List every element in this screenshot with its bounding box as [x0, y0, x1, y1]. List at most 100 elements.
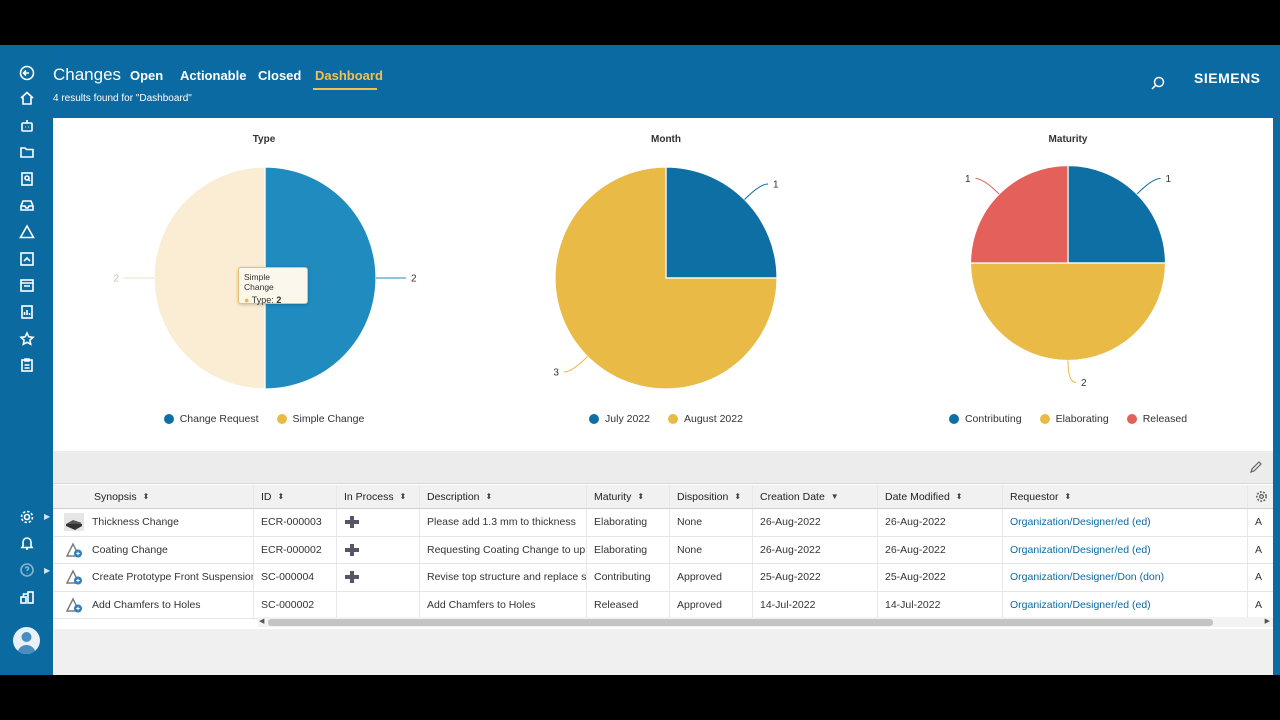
- workflow-process-icon[interactable]: [345, 516, 359, 529]
- maturity-pie-chart[interactable]: 1 2 1: [867, 118, 1269, 408]
- table-row[interactable]: Create Prototype Front Suspension SC-0000…: [53, 564, 1273, 592]
- bell-icon[interactable]: [17, 533, 37, 553]
- legend-item-simple-change[interactable]: Simple Change: [276, 413, 364, 425]
- legend-item-elaborating[interactable]: Elaborating: [1039, 413, 1109, 425]
- id-text: ECR-000003: [261, 516, 322, 529]
- pie-slice-july-2022[interactable]: [665, 166, 778, 279]
- maturity-text: Released: [594, 598, 639, 611]
- sort-icon[interactable]: ⬍: [485, 492, 493, 501]
- tab-closed[interactable]: Closed: [258, 68, 302, 83]
- edit-icon[interactable]: [1249, 460, 1263, 474]
- part-icon: [64, 513, 92, 532]
- clipboard-icon[interactable]: [17, 355, 37, 375]
- search-icon[interactable]: [1150, 75, 1166, 91]
- data-label-connector: [1067, 360, 1077, 383]
- column-header-id[interactable]: ID ⬍: [254, 485, 337, 508]
- legend-item-change-request[interactable]: Change Request: [163, 413, 259, 425]
- table-row[interactable]: Thickness Change ECR-000003 Please add 1.3…: [53, 509, 1273, 537]
- search-doc-icon[interactable]: [17, 169, 37, 189]
- requestor-cell[interactable]: Organization/Designer/Don (don): [1003, 564, 1248, 591]
- scrollbar-thumb[interactable]: [268, 619, 1213, 626]
- disposition-text: None: [677, 516, 703, 529]
- column-header-disposition[interactable]: Disposition ⬍: [670, 485, 753, 508]
- sort-icon[interactable]: ⬍: [399, 492, 407, 501]
- report-icon[interactable]: [17, 249, 37, 269]
- data-label: 2: [411, 274, 417, 285]
- column-header-in-process[interactable]: In Process ⬍: [337, 485, 420, 508]
- requestor-text[interactable]: Organization/Designer/ed (ed): [1010, 598, 1151, 611]
- column-header-date-modified[interactable]: Date Modified ⬍: [878, 485, 1003, 508]
- sort-icon[interactable]: ⬍: [277, 492, 285, 501]
- data-label: 1: [773, 179, 779, 190]
- tooltip-value: 2: [276, 295, 282, 305]
- type-pie-chart[interactable]: 22: [63, 118, 465, 408]
- tray-icon[interactable]: [17, 195, 37, 215]
- scroll-left-icon[interactable]: ◀: [259, 618, 265, 625]
- sort-icon[interactable]: ▼: [830, 492, 839, 501]
- description-cell: Please add 1.3 mm to thickness: [420, 509, 587, 536]
- sort-icon[interactable]: ⬍: [1064, 492, 1072, 501]
- back-icon[interactable]: [17, 63, 37, 83]
- avatar[interactable]: [13, 627, 40, 654]
- creation-date-cell: 25-Aug-2022: [753, 564, 878, 591]
- sort-icon[interactable]: ⬍: [955, 492, 963, 501]
- legend-item-august-2022[interactable]: August 2022: [667, 413, 743, 425]
- pie-slice-released[interactable]: [969, 164, 1069, 264]
- tab-dashboard[interactable]: Dashboard: [315, 68, 383, 83]
- help-icon[interactable]: [17, 560, 37, 580]
- column-header-maturity[interactable]: Maturity ⬍: [587, 485, 670, 508]
- requestor-text[interactable]: Organization/Designer/ed (ed): [1010, 516, 1151, 529]
- calendar-icon[interactable]: [17, 275, 37, 295]
- chart-tooltip: Simple Change ● Type: 2: [238, 267, 308, 305]
- column-settings-icon[interactable]: [1248, 485, 1273, 508]
- column-header-creation-date[interactable]: Creation Date ▼: [753, 485, 878, 508]
- sort-icon[interactable]: ⬍: [637, 492, 645, 501]
- in-process-cell: [337, 536, 420, 563]
- pie-slice-elaborating[interactable]: [969, 262, 1167, 362]
- legend-item-released[interactable]: Released: [1126, 413, 1187, 425]
- table-row[interactable]: Coating Change ECR-000002 Requesting Coati…: [53, 536, 1273, 564]
- requestor-cell[interactable]: Organization/Designer/ed (ed): [1003, 591, 1248, 618]
- sort-icon[interactable]: ⬍: [734, 492, 742, 501]
- workflow-process-icon[interactable]: [345, 543, 359, 556]
- overflow-text: A: [1255, 571, 1263, 584]
- legend-label: Change Request: [179, 413, 259, 425]
- help-expand-icon[interactable]: ▶: [44, 566, 51, 575]
- warning-icon[interactable]: [17, 222, 37, 242]
- settings-expand-icon[interactable]: ▶: [44, 512, 51, 521]
- requestor-text[interactable]: Organization/Designer/ed (ed): [1010, 543, 1151, 556]
- folder-icon[interactable]: [17, 142, 37, 162]
- tab-open[interactable]: Open: [130, 68, 164, 83]
- requestor-text[interactable]: Organization/Designer/Don (don): [1010, 571, 1165, 584]
- date-modified-text: 26-Aug-2022: [885, 543, 946, 556]
- description-cell: Revise top structure and replace st...: [420, 564, 587, 591]
- month-pie-chart[interactable]: 13: [465, 118, 867, 408]
- workflow-process-icon[interactable]: [345, 571, 359, 584]
- legend-item-contributing[interactable]: Contributing: [948, 413, 1022, 425]
- column-header-requestor[interactable]: Requestor ⬍: [1003, 485, 1248, 508]
- org-icon[interactable]: [17, 587, 37, 607]
- legend-swatch: [667, 414, 678, 424]
- sort-icon[interactable]: ⬍: [142, 492, 150, 501]
- legend-item-july-2022[interactable]: July 2022: [589, 413, 650, 425]
- chart-doc-icon[interactable]: [17, 302, 37, 322]
- inbox-robot-icon[interactable]: [17, 116, 37, 136]
- table-row[interactable]: Add Chamfers to Holes SC-000002 Add Chamfe…: [53, 591, 1273, 619]
- pie-slice-contributing[interactable]: [1067, 164, 1167, 264]
- column-header-description[interactable]: Description ⬍: [420, 485, 587, 508]
- requestor-cell[interactable]: Organization/Designer/ed (ed): [1003, 509, 1248, 536]
- column-header-label: Date Modified: [885, 490, 950, 503]
- settings-icon[interactable]: [17, 507, 37, 527]
- data-label-connector: [563, 356, 588, 373]
- id-cell: SC-000004: [254, 564, 337, 591]
- pie-slice-august-2022[interactable]: [554, 166, 778, 390]
- requestor-cell[interactable]: Organization/Designer/ed (ed): [1003, 536, 1248, 563]
- horizontal-scrollbar[interactable]: ◀ ▶: [258, 617, 1273, 627]
- tab-actionable[interactable]: Actionable: [180, 68, 247, 83]
- column-header-synopsis[interactable]: Synopsis ⬍: [53, 485, 254, 508]
- scroll-right-icon[interactable]: ▶: [1264, 618, 1270, 625]
- star-icon[interactable]: [17, 329, 37, 349]
- legend-label: Contributing: [964, 413, 1022, 425]
- home-icon[interactable]: [17, 88, 37, 108]
- description-text: Add Chamfers to Holes: [427, 598, 536, 611]
